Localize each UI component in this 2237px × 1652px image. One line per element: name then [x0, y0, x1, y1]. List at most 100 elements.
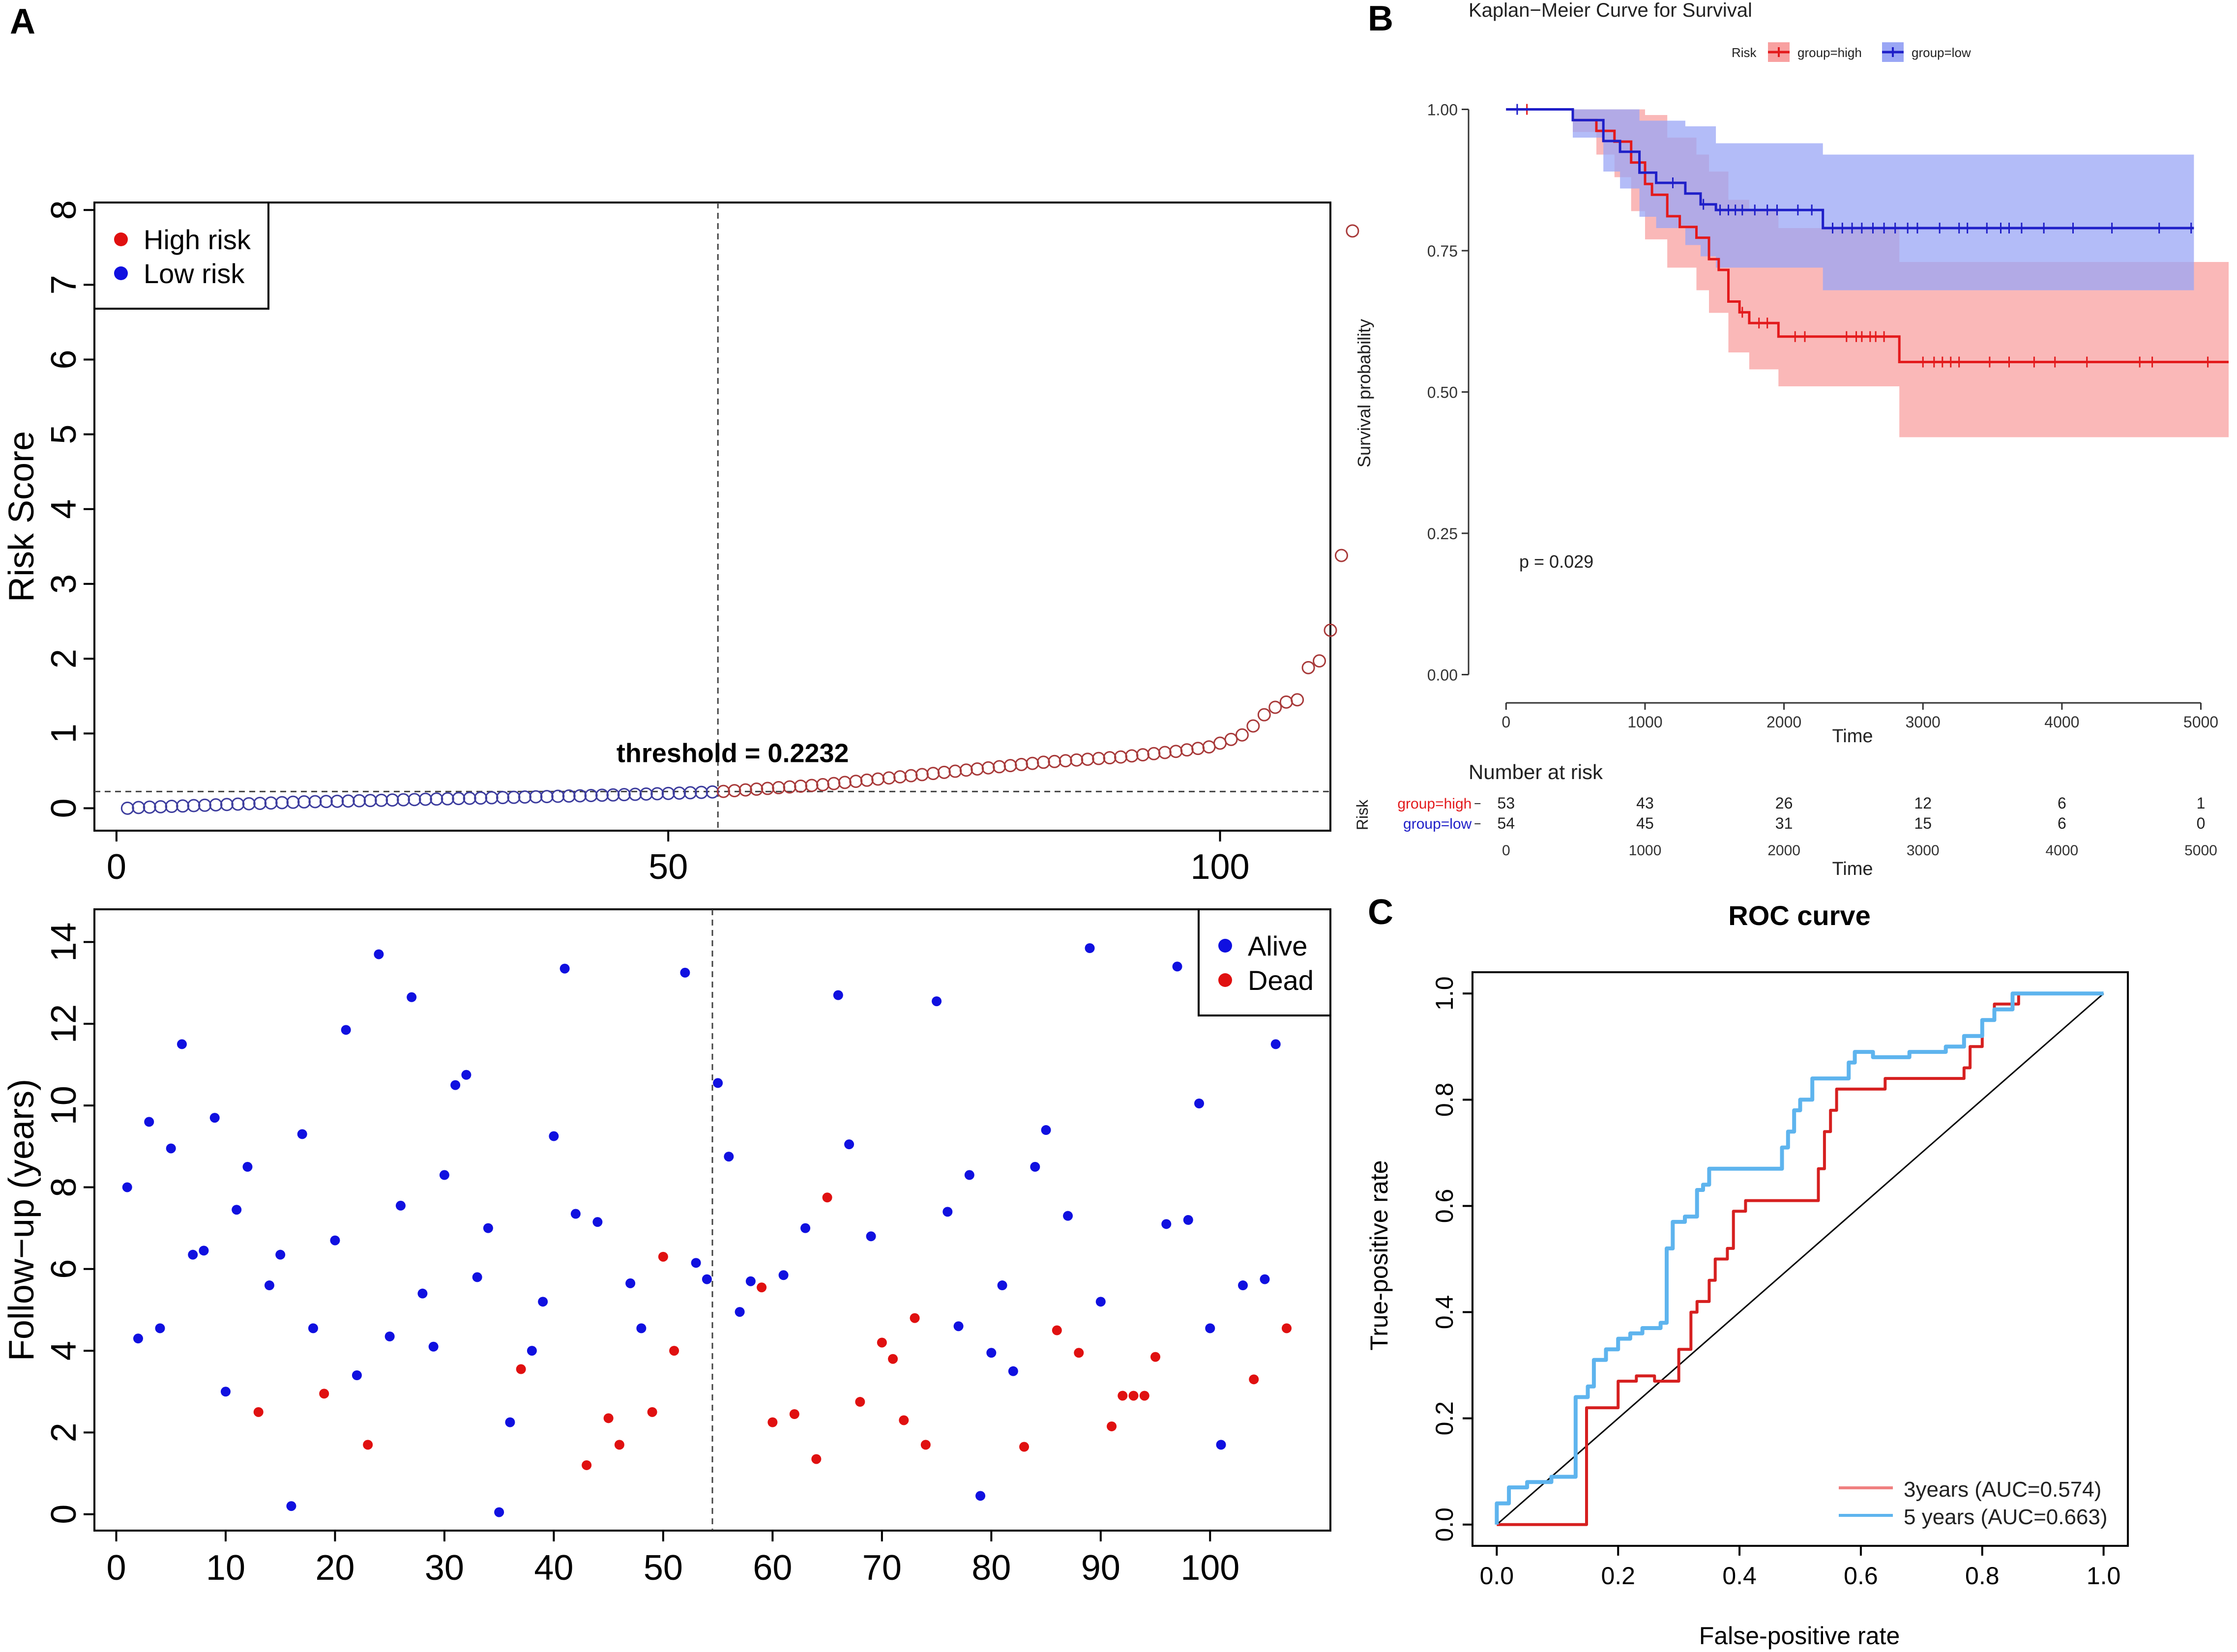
dead-point: [1282, 1323, 1292, 1333]
alive-point: [559, 963, 570, 974]
follow-x-tick-label: 80: [971, 1548, 1011, 1588]
alive-point: [1183, 1215, 1193, 1225]
follow-x-tick-label: 30: [425, 1548, 464, 1588]
risk-table-time-label: 1000: [1629, 842, 1662, 859]
alive-point: [1216, 1440, 1226, 1450]
alive-point: [384, 1332, 395, 1341]
high-risk-point: [1313, 654, 1326, 668]
low-risk-point: [209, 798, 223, 812]
alive-point: [866, 1231, 876, 1242]
low-risk-point: [617, 788, 631, 802]
alive-point: [264, 1280, 274, 1291]
alive-point: [778, 1270, 789, 1280]
high-risk-point: [1346, 224, 1359, 238]
follow-x-tick-label: 70: [862, 1548, 902, 1588]
alive-point: [450, 1080, 461, 1090]
dead-point: [647, 1407, 657, 1417]
risk-table-value: 1: [2197, 794, 2206, 812]
risk-table-value: 31: [1775, 814, 1793, 832]
low-risk-point: [441, 792, 454, 806]
alive-point: [1041, 1125, 1051, 1135]
roc-y-tick-label: 0.4: [1431, 1295, 1458, 1330]
low-risk-point: [452, 792, 466, 806]
roc-x-tick-label: 0.6: [1844, 1562, 1878, 1590]
dead-point: [603, 1413, 614, 1423]
low-risk-point: [297, 795, 311, 809]
km-legend-high-label: group=high: [1797, 45, 1862, 60]
panel-label-c: C: [1368, 893, 1393, 932]
follow-y-tick-label: 8: [44, 1177, 84, 1197]
risk-y-tick-label: 5: [44, 425, 84, 444]
roc-legend-5y-label: 5 years (AUC=0.663): [1904, 1505, 2108, 1529]
alive-point: [1260, 1274, 1270, 1284]
alive-point: [1205, 1323, 1215, 1333]
risk-y-tick-label: 2: [44, 649, 84, 668]
risk-table-title: Number at risk: [1469, 760, 1603, 783]
alive-point: [953, 1321, 964, 1332]
km-x-tick-label: 3000: [1906, 713, 1941, 731]
low-risk-point: [430, 792, 443, 806]
alive-point: [133, 1333, 143, 1344]
risk-table-value: 6: [2058, 794, 2066, 812]
km-x-tick-label: 5000: [2183, 713, 2218, 731]
high-risk-point: [1257, 708, 1271, 722]
follow-axes: 0 10 20 30 40 50 60 70 80 90 100 0 2 4 6 8 10 12 14: [44, 909, 1239, 1588]
alive-point: [374, 949, 384, 959]
risk-table-high-label: group=high: [1397, 796, 1472, 812]
low-risk-point: [341, 794, 355, 808]
risk-table-time-label: 0: [1502, 842, 1510, 859]
follow-x-tick-label: 50: [644, 1548, 683, 1588]
alive-point: [177, 1039, 187, 1049]
high-risk-point: [1324, 623, 1337, 637]
risk-table-value: 54: [1498, 814, 1515, 832]
high-risk-point: [1224, 732, 1238, 746]
roc-lines: [1495, 991, 2104, 1526]
low-risk-point: [397, 793, 410, 807]
legend-high-risk-label: High risk: [144, 224, 251, 255]
risk-x-tick-label: 100: [1190, 847, 1249, 887]
dead-point: [1150, 1352, 1161, 1362]
high-risk-point: [1301, 661, 1315, 674]
alive-point: [1161, 1219, 1172, 1229]
low-risk-point: [165, 800, 178, 813]
low-risk-point: [363, 794, 377, 808]
risk-y-tick-label: 6: [44, 349, 84, 369]
dead-point: [789, 1409, 799, 1419]
km-x-tick-label: 2000: [1766, 713, 1801, 731]
alive-point: [702, 1274, 712, 1284]
roc-5years-curve: [1495, 991, 2104, 1525]
low-risk-point: [220, 798, 234, 812]
low-risk-point: [474, 791, 488, 805]
alive-point: [975, 1491, 986, 1501]
roc-y-tick-label: 0.0: [1431, 1507, 1458, 1542]
alive-point: [1085, 943, 1095, 953]
low-risk-point: [518, 790, 531, 804]
alive-point: [680, 967, 690, 978]
alive-point: [439, 1170, 449, 1180]
risk-table-x-label: Time: [1832, 859, 1873, 879]
follow-y-tick-label: 12: [44, 1004, 84, 1043]
dead-point: [877, 1337, 887, 1348]
panel-label-a: A: [10, 2, 35, 41]
roc-x-tick-label: 0.0: [1480, 1562, 1514, 1590]
km-y-tick-label: 0.75: [1427, 242, 1458, 260]
low-risk-point: [639, 787, 653, 801]
low-risk-point: [673, 786, 686, 800]
km-legend: Risk group=high group=low: [1732, 42, 1971, 62]
km-y-tick-label: 1.00: [1427, 101, 1458, 119]
dead-point: [1139, 1391, 1149, 1401]
dead-point: [319, 1389, 329, 1399]
dead-point: [363, 1440, 373, 1450]
km-x-tick-label: 4000: [2044, 713, 2079, 731]
alive-point: [199, 1246, 209, 1256]
roc-x-axis-label: False-positive rate: [1699, 1622, 1900, 1650]
km-p-value: p = 0.029: [1519, 551, 1593, 572]
legend-alive-marker: [1218, 939, 1232, 953]
legend-low-risk-marker: [114, 266, 128, 280]
low-risk-point: [507, 790, 521, 804]
alive-point: [997, 1280, 1007, 1291]
risk-y-tick-label: 7: [44, 275, 84, 294]
follow-x-tick-label: 20: [315, 1548, 354, 1588]
alive-point: [417, 1288, 428, 1299]
